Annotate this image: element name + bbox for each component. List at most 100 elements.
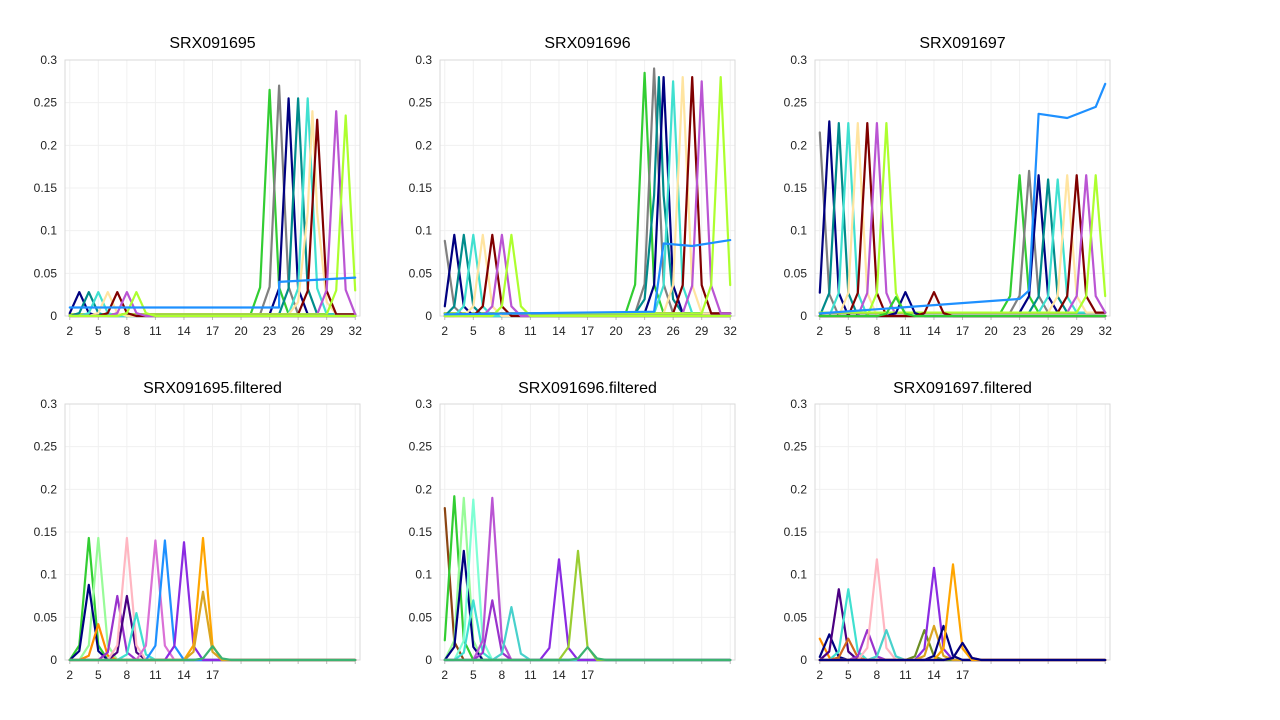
x-tick-label: 11 xyxy=(524,668,537,682)
series-line xyxy=(818,296,1107,318)
y-tick-label: 0.15 xyxy=(34,181,58,195)
y-tick-label: 0.05 xyxy=(409,610,433,624)
x-tick-label: 5 xyxy=(845,668,852,682)
y-tick-label: 0.2 xyxy=(415,482,432,496)
y-tick-label: 0.3 xyxy=(40,53,57,67)
series-line xyxy=(443,233,732,318)
x-tick-label: 17 xyxy=(956,324,970,338)
series-line xyxy=(68,291,357,318)
chart-panel-4: SRX091695.filtered 0 0.05 0.1 0.15 0.2 0.25 0.3… xyxy=(34,380,361,682)
series-line xyxy=(443,239,732,316)
x-tick-label: 14 xyxy=(552,668,566,682)
x-tick-label: 20 xyxy=(609,324,623,338)
x-tick-label: 14 xyxy=(927,668,941,682)
y-tick-label: 0.05 xyxy=(784,266,808,280)
y-tick-label: 0.05 xyxy=(34,266,58,280)
series-line xyxy=(68,276,357,309)
chart-title: SRX091695 xyxy=(169,35,255,52)
x-tick-label: 2 xyxy=(66,324,73,338)
x-tick-label: 17 xyxy=(206,324,220,338)
y-tick-label: 0.1 xyxy=(790,568,807,582)
y-tick-label: 0.15 xyxy=(784,181,808,195)
y-tick-label: 0.3 xyxy=(40,397,57,411)
y-tick-label: 0.05 xyxy=(409,266,433,280)
y-tick-label: 0 xyxy=(425,653,432,667)
x-tick-label: 14 xyxy=(177,668,191,682)
x-tick-label: 8 xyxy=(499,324,506,338)
chart-title: SRX091697.filtered xyxy=(893,380,1032,397)
y-tick-label: 0.25 xyxy=(784,96,808,110)
x-tick-label: 8 xyxy=(499,668,506,682)
x-tick-label: 23 xyxy=(638,324,652,338)
chart-title: SRX091695.filtered xyxy=(143,380,282,397)
y-tick-label: 0.3 xyxy=(415,397,432,411)
y-tick-label: 0 xyxy=(50,309,57,323)
x-tick-label: 2 xyxy=(66,668,73,682)
x-tick-label: 20 xyxy=(234,324,248,338)
y-tick-label: 0.25 xyxy=(409,440,433,454)
y-tick-label: 0.3 xyxy=(790,397,807,411)
x-tick-label: 5 xyxy=(470,324,477,338)
x-tick-label: 26 xyxy=(291,324,305,338)
y-tick-label: 0.15 xyxy=(784,525,808,539)
x-tick-label: 11 xyxy=(524,324,537,338)
y-tick-label: 0.25 xyxy=(784,440,808,454)
y-tick-label: 0.25 xyxy=(34,96,58,110)
y-tick-label: 0.05 xyxy=(34,610,58,624)
y-tick-label: 0.2 xyxy=(790,482,807,496)
x-tick-label: 8 xyxy=(124,668,131,682)
y-tick-label: 0.25 xyxy=(409,96,433,110)
chart-title: SRX091697 xyxy=(919,35,1005,52)
x-tick-label: 29 xyxy=(695,324,709,338)
y-tick-label: 0.1 xyxy=(415,568,432,582)
series-line xyxy=(818,174,1107,314)
x-tick-label: 8 xyxy=(124,324,131,338)
x-tick-label: 14 xyxy=(927,324,941,338)
x-tick-label: 2 xyxy=(816,668,823,682)
x-tick-label: 23 xyxy=(1013,324,1027,338)
y-tick-label: 0.15 xyxy=(34,525,58,539)
x-tick-label: 17 xyxy=(206,668,220,682)
y-tick-label: 0.1 xyxy=(40,568,57,582)
y-tick-label: 0.1 xyxy=(790,224,807,238)
x-tick-label: 17 xyxy=(581,324,595,338)
x-tick-label: 11 xyxy=(899,324,912,338)
chart-panel-3: SRX091697 0 0.05 0.1 0.15 0.2 0.25 0.3 2 5 8 11 14 17… xyxy=(784,35,1113,338)
x-tick-label: 20 xyxy=(984,324,998,338)
x-tick-label: 8 xyxy=(874,668,881,682)
x-tick-label: 17 xyxy=(581,668,595,682)
x-tick-label: 11 xyxy=(149,668,162,682)
chart-panel-6: SRX091697.filtered 0 0.05 0.1 0.15 0.2 0.25 0.3… xyxy=(784,380,1111,682)
y-tick-label: 0 xyxy=(425,309,432,323)
x-tick-label: 26 xyxy=(1041,324,1055,338)
x-tick-label: 32 xyxy=(349,324,363,338)
chart-title: SRX091696 xyxy=(544,35,630,52)
y-tick-label: 0.2 xyxy=(790,138,807,152)
y-tick-label: 0.3 xyxy=(415,53,432,67)
x-tick-label: 11 xyxy=(899,668,912,682)
x-tick-label: 2 xyxy=(441,668,448,682)
y-tick-label: 0 xyxy=(50,653,57,667)
chart-panel-5: SRX091696.filtered 0 0.05 0.1 0.15 0.2 0.25 0.3… xyxy=(409,380,736,682)
series-line xyxy=(818,641,1107,662)
x-tick-label: 29 xyxy=(1070,324,1084,338)
series-line xyxy=(68,114,357,316)
x-tick-label: 5 xyxy=(95,324,102,338)
x-tick-label: 14 xyxy=(177,324,191,338)
x-tick-label: 14 xyxy=(552,324,566,338)
y-tick-label: 0.2 xyxy=(415,138,432,152)
x-tick-label: 26 xyxy=(666,324,680,338)
x-tick-label: 32 xyxy=(1099,324,1113,338)
y-tick-label: 0.1 xyxy=(415,224,432,238)
x-tick-label: 11 xyxy=(149,324,162,338)
series-line xyxy=(443,646,732,662)
y-tick-label: 0.25 xyxy=(34,440,58,454)
series-line xyxy=(68,645,357,662)
chart-panel-1: SRX091695 0 0.05 0.1 0.15 0.2 0.25 0.3 2 5 8 11 14 17… xyxy=(34,35,363,338)
y-tick-label: 0.15 xyxy=(409,181,433,195)
y-tick-label: 0 xyxy=(800,653,807,667)
series-line xyxy=(818,82,1107,315)
x-tick-label: 32 xyxy=(724,324,738,338)
x-tick-label: 2 xyxy=(441,324,448,338)
